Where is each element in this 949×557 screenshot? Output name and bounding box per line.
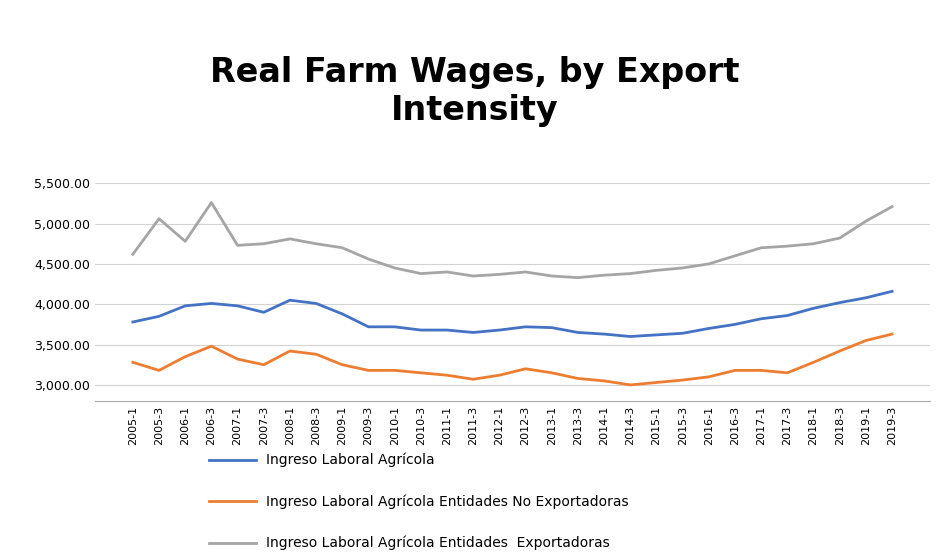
Text: Ingreso Laboral Agrícola Entidades  Exportadoras: Ingreso Laboral Agrícola Entidades Expor…: [266, 536, 609, 550]
Text: Real Farm Wages, by Export
Intensity: Real Farm Wages, by Export Intensity: [210, 56, 739, 127]
Text: Ingreso Laboral Agrícola: Ingreso Laboral Agrícola: [266, 452, 435, 467]
Text: Ingreso Laboral Agrícola Entidades No Exportadoras: Ingreso Laboral Agrícola Entidades No Ex…: [266, 494, 628, 509]
